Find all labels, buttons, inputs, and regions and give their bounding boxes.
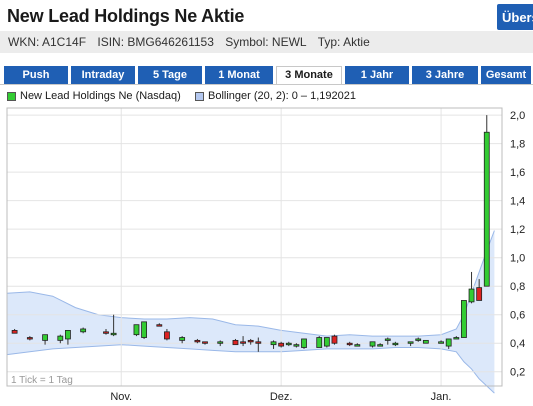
candle-body[interactable] bbox=[110, 332, 117, 336]
legend-swatch-bollinger bbox=[195, 91, 204, 101]
candle-body[interactable] bbox=[164, 331, 170, 340]
legend-item-bollinger[interactable]: Bollinger (20, 2): 0 – 1,192021 bbox=[195, 90, 356, 102]
price-chart[interactable]: 0,2 0,4 0,6 0,8 1,0 1,2 1,4 1,6 1,8 2,0 Nov. Dez. Ja… bbox=[0, 104, 533, 406]
candle-body[interactable] bbox=[11, 329, 18, 334]
candle-body[interactable] bbox=[255, 341, 262, 344]
candle-body[interactable] bbox=[65, 329, 71, 340]
candle-body[interactable] bbox=[179, 337, 186, 341]
candle-body[interactable] bbox=[26, 337, 33, 340]
y-tick-label: 0,4 bbox=[510, 338, 525, 350]
candle-body[interactable] bbox=[384, 338, 391, 341]
candle-body[interactable] bbox=[377, 344, 384, 347]
candle-body[interactable] bbox=[232, 339, 239, 346]
y-tick-label: 1,2 bbox=[510, 224, 525, 236]
bollinger-lower-line bbox=[6, 344, 495, 394]
y-tick-label: 2,0 bbox=[510, 110, 525, 122]
candle-body[interactable] bbox=[438, 341, 444, 344]
y-tick-label: 1,0 bbox=[510, 253, 525, 265]
y-tick-label: 1,8 bbox=[510, 139, 525, 151]
chart-legend: New Lead Holdings Ne (Nasdaq) Bollinger … bbox=[0, 86, 533, 105]
symbol-label: Symbol: NEWL bbox=[225, 35, 307, 49]
candle-body[interactable] bbox=[80, 328, 87, 333]
tab-1-jahr[interactable]: 1 Jahr bbox=[345, 66, 409, 85]
candle-body[interactable] bbox=[133, 324, 140, 336]
y-tick-label: 0,8 bbox=[510, 281, 525, 293]
candle-body[interactable] bbox=[293, 344, 300, 347]
candle-body[interactable] bbox=[240, 341, 246, 344]
candle-body[interactable] bbox=[461, 300, 467, 338]
candle-body[interactable] bbox=[316, 337, 323, 348]
candle-body[interactable] bbox=[468, 288, 475, 303]
legend-item-series[interactable]: New Lead Holdings Ne (Nasdaq) bbox=[7, 90, 181, 102]
y-tick-label: 1,4 bbox=[510, 196, 525, 208]
candle-body[interactable] bbox=[415, 338, 422, 341]
candle-body[interactable] bbox=[156, 324, 163, 327]
tab-3-monate[interactable]: 3 Monate bbox=[276, 66, 342, 85]
candle-body[interactable] bbox=[194, 339, 201, 343]
candle-body[interactable] bbox=[331, 335, 338, 344]
candle-body[interactable] bbox=[247, 339, 254, 343]
y-tick-label: 0,6 bbox=[510, 310, 525, 322]
tab-3-jahre[interactable]: 3 Jahre bbox=[412, 66, 478, 85]
candle-body[interactable] bbox=[346, 342, 353, 346]
candle-body[interactable] bbox=[323, 337, 330, 347]
candle-body[interactable] bbox=[270, 341, 277, 346]
x-tick-label: Nov. bbox=[110, 391, 132, 403]
candle-body[interactable] bbox=[103, 331, 109, 334]
y-tick-label: 0,2 bbox=[510, 367, 525, 379]
plot-frame bbox=[6, 107, 503, 387]
timeframe-tabs: Push Intraday 5 Tage 1 Monat 3 Monate 1 … bbox=[4, 66, 533, 85]
candle-body[interactable] bbox=[42, 334, 48, 341]
candle-body[interactable] bbox=[278, 342, 285, 347]
candle-body[interactable] bbox=[422, 339, 429, 344]
candle-body[interactable] bbox=[369, 341, 376, 347]
legend-swatch-series bbox=[7, 91, 16, 101]
legend-label-series: New Lead Holdings Ne (Nasdaq) bbox=[20, 90, 181, 102]
candle-body[interactable] bbox=[202, 341, 208, 344]
x-tick-label: Dez. bbox=[270, 391, 293, 403]
y-tick-label: 1,6 bbox=[510, 167, 525, 179]
legend-label-bollinger: Bollinger (20, 2): 0 – 1,192021 bbox=[208, 90, 356, 102]
candle-body[interactable] bbox=[445, 338, 452, 347]
candle-body[interactable] bbox=[57, 335, 64, 341]
type-label: Typ: Aktie bbox=[317, 35, 370, 49]
wkn-label: WKN: A1C14F bbox=[8, 35, 87, 49]
tab-1-monat[interactable]: 1 Monat bbox=[205, 66, 273, 85]
overview-button[interactable]: Übersicht bbox=[497, 4, 533, 30]
candle-body[interactable] bbox=[285, 342, 292, 346]
candle-body[interactable] bbox=[407, 341, 414, 344]
candle-body[interactable] bbox=[392, 342, 399, 346]
tab-push[interactable]: Push bbox=[4, 66, 68, 85]
x-tick-label: Jan. bbox=[431, 391, 452, 403]
candle-body[interactable] bbox=[483, 131, 490, 287]
candle-body[interactable] bbox=[476, 287, 483, 301]
tab-5-tage[interactable]: 5 Tage bbox=[138, 66, 202, 85]
tabs-divider bbox=[0, 84, 533, 85]
candle-body[interactable] bbox=[453, 337, 460, 340]
tick-note: 1 Tick = 1 Tag bbox=[11, 375, 73, 386]
bollinger-band-area bbox=[7, 230, 495, 394]
candle-body[interactable] bbox=[217, 341, 224, 344]
tab-intraday[interactable]: Intraday bbox=[71, 66, 135, 85]
isin-label: ISIN: BMG646261153 bbox=[97, 35, 214, 49]
candle-body[interactable] bbox=[301, 338, 307, 348]
candle-body[interactable] bbox=[141, 321, 147, 338]
candle-body[interactable] bbox=[354, 344, 361, 347]
tab-gesamt[interactable]: Gesamt bbox=[481, 66, 531, 85]
page-title: New Lead Holdings Ne Aktie bbox=[7, 6, 245, 26]
candlestick-chart-svg: 0,2 0,4 0,6 0,8 1,0 1,2 1,4 1,6 1,8 2,0 Nov. Dez. Ja… bbox=[6, 107, 525, 403]
security-meta-bar: WKN: A1C14F ISIN: BMG646261153 Symbol: N… bbox=[0, 31, 533, 53]
